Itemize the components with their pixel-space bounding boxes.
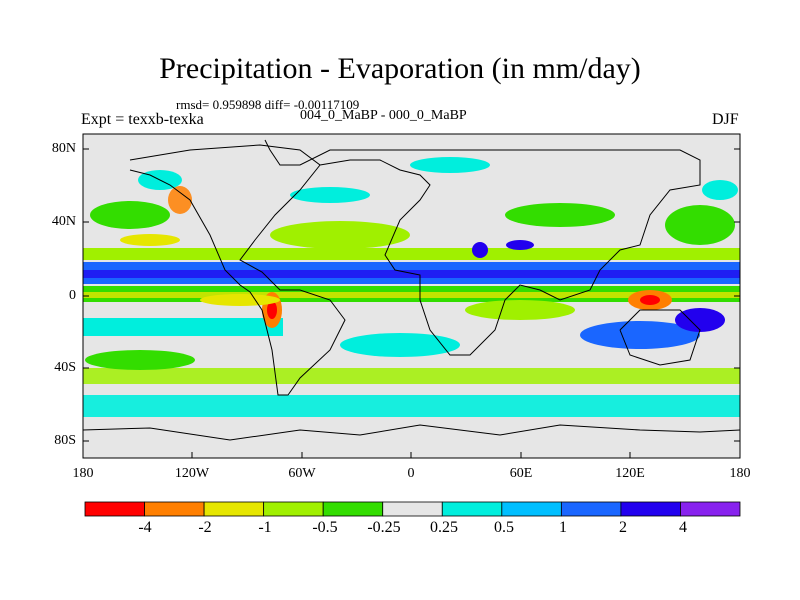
colorbar <box>84 501 741 517</box>
colorbar-swatch <box>203 501 265 517</box>
field-patch <box>472 242 488 258</box>
field-patch <box>270 221 410 249</box>
colorbar-label: 0.5 <box>494 519 514 536</box>
south-pacific-band <box>83 318 283 336</box>
stats-line: rmsd= 0.959898 diff= -0.00117109 <box>176 97 360 112</box>
colorbar-swatch <box>144 501 205 517</box>
colorbar-swatch <box>560 501 622 517</box>
field-patch <box>267 301 277 319</box>
lon-label: 0 <box>407 466 415 481</box>
colorbar-swatch <box>501 501 562 517</box>
field-patch <box>200 294 280 306</box>
lat-label: 40S <box>54 360 76 375</box>
colorbar-label: -0.25 <box>367 519 401 536</box>
colorbar-swatch <box>382 501 443 517</box>
field-patch <box>120 234 180 246</box>
field-patch <box>580 321 700 349</box>
lat-label: 40N <box>51 214 76 229</box>
field-patch <box>665 205 735 245</box>
map-field <box>83 134 740 458</box>
colorbar-label: -2 <box>198 519 212 536</box>
colorbar-label: -1 <box>258 519 272 536</box>
colorbar-label: 4 <box>679 519 687 536</box>
itcz-core <box>83 270 740 278</box>
southern-band <box>83 395 740 417</box>
australia-outline <box>619 309 701 366</box>
field-patch <box>675 308 725 332</box>
season-label: DJF <box>712 111 739 128</box>
colorbar-swatch <box>441 501 503 517</box>
field-patch <box>465 300 575 320</box>
colorbar-swatch <box>84 501 145 517</box>
lon-label: 180 <box>729 466 751 481</box>
field-patch <box>168 186 192 214</box>
colorbar-swatch <box>620 501 681 517</box>
axis-ticks <box>82 148 741 458</box>
eq-yellow <box>83 292 740 298</box>
field-patch <box>505 203 615 227</box>
antarctica-outline <box>83 424 740 441</box>
lon-label: 120E <box>615 466 645 481</box>
field-patch <box>506 240 534 250</box>
experiment-label: Expt = texxb-texka <box>81 111 204 128</box>
lon-label: 120W <box>174 466 210 481</box>
colorbar-label: -0.5 <box>312 519 338 536</box>
midlat-band <box>83 368 740 384</box>
eurasia-africa-outline <box>264 139 701 356</box>
colorbar-swatch <box>322 501 384 517</box>
colorbar-swatch <box>263 501 324 517</box>
colorbar-label: 0.25 <box>430 519 458 536</box>
plot-title: Precipitation - Evaporation (in mm/day) <box>159 52 641 85</box>
colorbar-label: 2 <box>619 519 627 536</box>
americas-outline <box>129 144 346 396</box>
lat-label: 80S <box>54 433 76 448</box>
lon-label: 60E <box>509 466 533 481</box>
field-patch <box>85 350 195 370</box>
colorbar-swatch <box>680 501 741 517</box>
coastlines <box>83 139 740 441</box>
field-patch <box>340 333 460 357</box>
ntrop-green <box>83 248 740 260</box>
field-patch <box>702 180 738 200</box>
lat-label: 80N <box>51 141 76 156</box>
field-patch <box>90 201 170 229</box>
difference-label: 004_0_MaBP - 000_0_MaBP <box>300 108 467 123</box>
lon-label: 60W <box>288 466 316 481</box>
field-patch <box>290 187 370 203</box>
colorbar-label: -4 <box>138 519 152 536</box>
lon-label: 180 <box>72 466 94 481</box>
colorbar-label: 1 <box>559 519 567 536</box>
field-patch <box>410 157 490 173</box>
field-patch <box>640 295 660 305</box>
lat-label: 0 <box>69 288 76 303</box>
